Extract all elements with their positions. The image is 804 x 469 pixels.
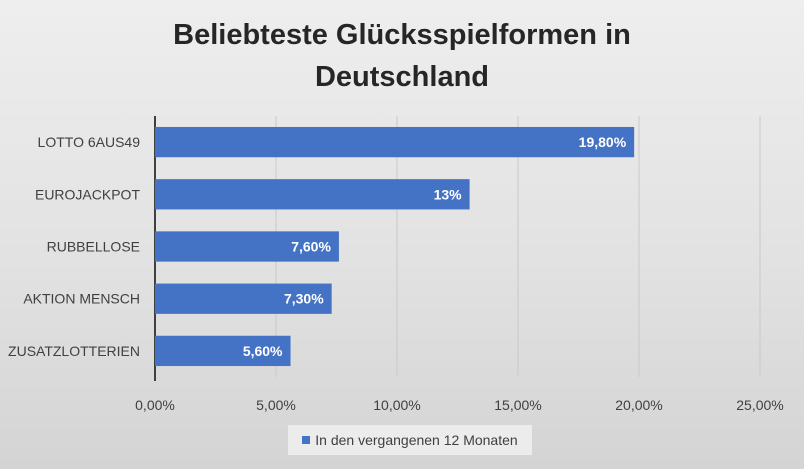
bar	[155, 283, 332, 314]
bar	[155, 179, 470, 210]
x-tick-label: 10,00%	[373, 397, 420, 413]
category-label: AKTION MENSCH	[23, 291, 140, 307]
bar	[155, 335, 291, 367]
legend-swatch	[302, 436, 311, 444]
data-label: 7,60%	[291, 239, 331, 255]
category-label: RUBBELLOSE	[47, 239, 140, 255]
x-tick-label: 15,00%	[494, 397, 541, 413]
legend: In den vergangenen 12 Monaten	[288, 425, 532, 455]
data-label: 19,80%	[579, 134, 627, 150]
category-label: LOTTO 6AUS49	[38, 134, 141, 150]
bar	[155, 231, 339, 262]
chart-title-line1: Beliebteste Glücksspielformen in	[173, 19, 631, 51]
x-tick-label: 25,00%	[736, 397, 783, 413]
category-label: ZUSATZLOTTERIEN	[8, 343, 140, 359]
data-label: 5,60%	[243, 343, 283, 359]
x-tick-label: 5,00%	[256, 397, 296, 413]
category-label: EUROJACKPOT	[35, 186, 140, 202]
x-tick-label: 20,00%	[615, 397, 662, 413]
legend-label: In den vergangenen 12 Monaten	[315, 432, 518, 448]
x-tick-label: 0,00%	[135, 397, 175, 413]
chart-title: Beliebteste Glücksspielformen in Deutsch…	[0, 14, 804, 98]
data-label: 13%	[434, 186, 463, 202]
chart-title-line2: Deutschland	[314, 61, 490, 93]
bar	[155, 126, 635, 158]
data-label: 7,30%	[284, 291, 324, 307]
